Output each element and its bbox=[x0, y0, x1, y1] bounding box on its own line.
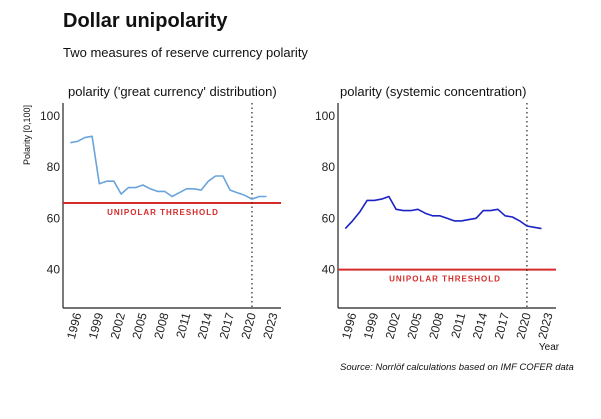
left-threshold-label: UNIPOLAR THRESHOLD bbox=[107, 208, 219, 217]
right-x-tick-label: 2005 bbox=[404, 311, 425, 341]
source-note: Source: Norrlöf calculations based on IM… bbox=[340, 362, 574, 373]
right-x-tick-label: 2020 bbox=[513, 311, 534, 341]
right-y-tick-label: 60 bbox=[322, 211, 336, 225]
left-x-tick-label: 1999 bbox=[86, 311, 107, 341]
chart-title: Dollar unipolarity bbox=[63, 10, 228, 32]
right-x-tick-label: 2011 bbox=[448, 311, 468, 340]
right-x-tick-label: 1996 bbox=[339, 311, 360, 341]
left-x-tick-label: 2008 bbox=[151, 311, 172, 341]
left-x-tick-label: 2011 bbox=[173, 311, 193, 340]
chart-subtitle: Two measures of reserve currency polarit… bbox=[63, 45, 308, 60]
right-x-tick-label: 2008 bbox=[426, 311, 447, 341]
right-x-tick-label: 2023 bbox=[535, 311, 556, 341]
left-y-tick-label: 80 bbox=[47, 160, 61, 174]
right-series-line bbox=[344, 195, 542, 230]
left-y-tick-label: 40 bbox=[47, 263, 61, 277]
right-y-tick-label: 100 bbox=[315, 109, 335, 123]
left-y-axis-label: Polarity [0,100] bbox=[22, 105, 32, 165]
left-x-tick-label: 2023 bbox=[260, 311, 281, 341]
right-x-tick-label: 2002 bbox=[383, 311, 404, 341]
left-y-tick-label: 100 bbox=[40, 109, 60, 123]
left-x-tick-label: 2002 bbox=[108, 311, 129, 341]
right-x-tick-label: 2017 bbox=[492, 311, 513, 341]
right-y-tick-label: 80 bbox=[322, 160, 336, 174]
left-x-tick-label: 2017 bbox=[217, 311, 238, 341]
right-x-tick-label: 2014 bbox=[470, 311, 491, 341]
left-series-line bbox=[70, 135, 267, 200]
left-x-tick-label: 2014 bbox=[195, 311, 216, 341]
right-x-axis-label: Year bbox=[539, 342, 560, 353]
right-x-tick-label: 1999 bbox=[361, 311, 382, 341]
left-y-tick-label: 60 bbox=[47, 211, 61, 225]
left-x-tick-label: 2005 bbox=[129, 311, 150, 341]
right-panel-title: polarity (systemic concentration) bbox=[340, 84, 527, 99]
left-x-tick-label: 1996 bbox=[64, 311, 85, 341]
left-panel-title: polarity ('great currency' distribution) bbox=[68, 84, 277, 99]
right-y-tick-label: 40 bbox=[322, 263, 336, 277]
left-x-tick-label: 2020 bbox=[238, 311, 259, 341]
right-threshold-label: UNIPOLAR THRESHOLD bbox=[389, 275, 501, 284]
